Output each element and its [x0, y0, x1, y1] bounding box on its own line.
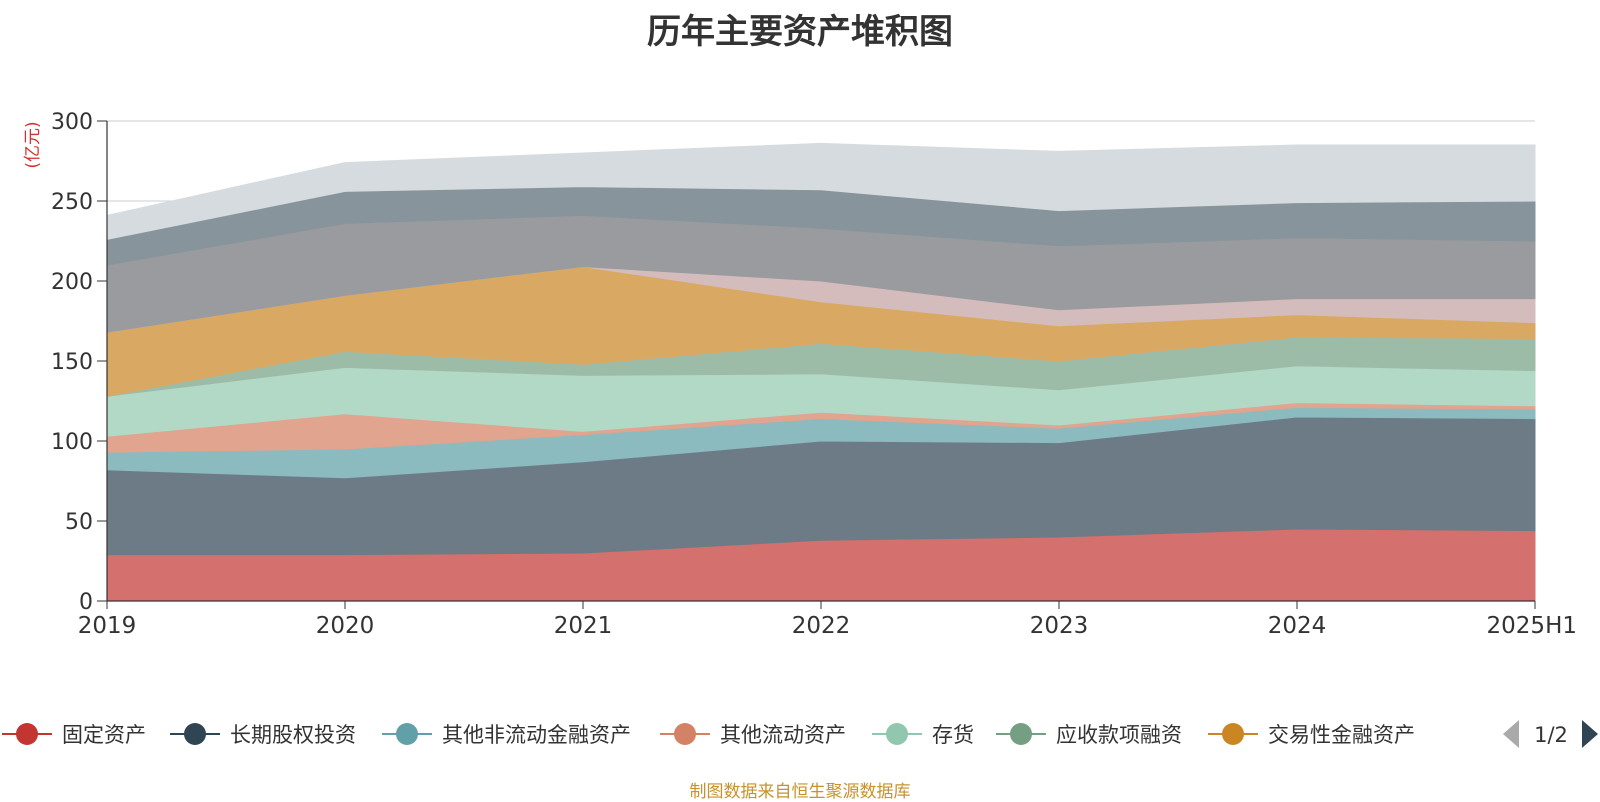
legend-circle-marker [16, 723, 38, 745]
legend-item-0[interactable]: 固定资产 [2, 723, 146, 747]
chart-title: 历年主要资产堆积图 [647, 12, 953, 52]
x-tick-label: 2020 [316, 613, 375, 639]
legend-circle-marker [886, 723, 908, 745]
legend-label: 固定资产 [62, 723, 146, 747]
legend-circle-marker [674, 723, 696, 745]
legend-item-3[interactable]: 其他流动资产 [660, 723, 846, 747]
legend-item-1[interactable]: 长期股权投资 [170, 723, 356, 747]
legend-label: 应收款项融资 [1056, 723, 1182, 747]
legend-circle-marker [1222, 723, 1244, 745]
legend-label: 交易性金融资产 [1268, 723, 1415, 747]
legend-label: 存货 [932, 723, 974, 747]
x-tick-label: 2023 [1030, 613, 1089, 639]
legend-item-4[interactable]: 存货 [872, 723, 974, 747]
x-tick-label: 2019 [78, 613, 137, 639]
legend-item-2[interactable]: 其他非流动金融资产 [382, 723, 631, 747]
y-tick-label: 50 [65, 510, 93, 535]
area-series-unnamed-10 [106, 142, 1536, 241]
legend-circle-marker [184, 723, 206, 745]
legend: 固定资产 长期股权投资 其他非流动金融资产 其他流动资产 存货 应收款项融资 交易性金融资产… [2, 720, 1598, 748]
y-tick-label: 200 [51, 270, 93, 295]
legend-page-indicator: 1/2 [1534, 723, 1568, 747]
legend-item-6[interactable]: 交易性金融资产 [1208, 723, 1415, 747]
x-tick-label: 2025H1 [1487, 613, 1577, 639]
legend-label: 其他流动资产 [720, 723, 846, 747]
x-tick-label: 2024 [1268, 613, 1327, 639]
y-tick-label: 150 [51, 350, 93, 375]
y-tick-label: 0 [79, 590, 93, 615]
x-tick-label: 2022 [792, 613, 851, 639]
area-series-layer [106, 142, 1536, 602]
legend-circle-marker [396, 723, 418, 745]
y-axis-unit-label: (亿元) [23, 121, 43, 168]
legend-circle-marker [1010, 723, 1032, 745]
triangle-right-icon[interactable] [1582, 720, 1598, 748]
triangle-left-icon[interactable] [1503, 720, 1519, 748]
y-tick-label: 300 [51, 110, 93, 135]
axes: 0 50 100 150 200 250 300 2019 2020 2021 2022 2023 20… [51, 110, 1577, 639]
y-tick-label: 250 [51, 190, 93, 215]
legend-label: 其他非流动金融资产 [442, 723, 631, 747]
y-tick-label: 100 [51, 430, 93, 455]
legend-label: 长期股权投资 [230, 723, 356, 747]
x-tick-label: 2021 [554, 613, 613, 639]
data-source-note: 制图数据来自恒生聚源数据库 [689, 782, 911, 802]
legend-item-5[interactable]: 应收款项融资 [996, 723, 1182, 747]
